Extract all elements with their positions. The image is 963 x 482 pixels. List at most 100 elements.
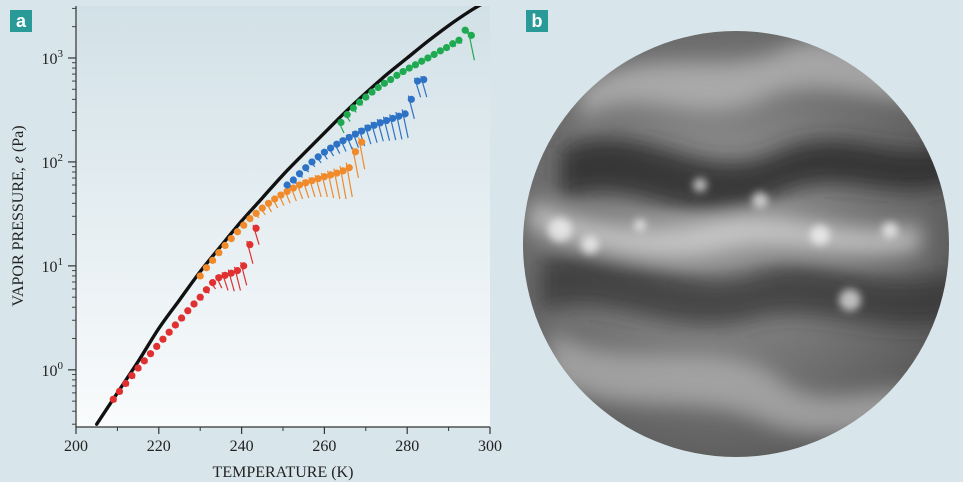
data-point-s1-15 <box>289 184 297 192</box>
data-point-s2-12 <box>358 127 366 135</box>
data-point-s2-9 <box>339 137 347 145</box>
panel-a-label: a <box>10 10 32 32</box>
data-point-s1-4 <box>221 241 229 250</box>
data-point-s1-25 <box>351 148 360 156</box>
y-tick-label-3: 103 <box>42 48 64 68</box>
data-point-s1-0 <box>196 272 204 280</box>
data-point-s2-3 <box>302 164 310 172</box>
data-point-s2-5 <box>314 153 322 161</box>
x-tick-label-1: 220 <box>147 438 171 455</box>
data-point-s0-3 <box>128 372 136 380</box>
data-point-s0-23 <box>252 224 260 232</box>
y-tick-label-0: 100 <box>42 360 64 380</box>
data-point-s2-14 <box>370 121 378 129</box>
data-point-s3-20 <box>461 26 469 34</box>
data-point-s1-24 <box>345 164 353 172</box>
data-point-s1-1 <box>202 264 211 272</box>
y-ticks: 100 101 102 103 <box>42 7 76 425</box>
data-point-s1-17 <box>302 179 310 187</box>
data-point-s0-1 <box>115 387 124 396</box>
panel-b-label: b <box>526 10 548 32</box>
data-point-s0-2 <box>122 379 130 388</box>
vapor-pressure-chart: 200 220 240 260 280 300 100 101 102 103 TEMPERAT… <box>10 6 502 481</box>
x-ticks: 200 220 240 260 280 300 <box>64 427 502 455</box>
data-point-s3-13 <box>418 57 426 65</box>
data-point-s3-2 <box>349 104 357 112</box>
data-point-s0-19 <box>227 269 235 277</box>
data-point-s0-5 <box>140 357 148 365</box>
data-point-s2-20 <box>407 95 415 103</box>
data-point-s0-20 <box>233 267 242 275</box>
y-axis-title-symbol: e <box>10 156 27 163</box>
data-point-s3-0 <box>337 118 345 126</box>
data-point-s2-2 <box>295 170 304 178</box>
data-point-s3-12 <box>411 61 420 69</box>
data-point-s0-16 <box>209 279 217 287</box>
data-point-s3-8 <box>387 75 395 84</box>
data-point-s1-8 <box>246 215 254 223</box>
data-point-s0-12 <box>184 307 192 315</box>
data-point-s3-3 <box>355 98 364 106</box>
data-point-s3-11 <box>405 64 413 72</box>
y-tick-label-1: 101 <box>42 256 64 276</box>
x-tick-label-2: 240 <box>230 438 254 455</box>
data-point-s3-19 <box>455 36 463 44</box>
data-point-s0-13 <box>190 300 198 308</box>
data-point-s1-9 <box>252 209 260 217</box>
data-point-s1-10 <box>258 204 266 212</box>
data-point-s1-7 <box>240 221 248 229</box>
data-point-s0-18 <box>221 271 229 279</box>
data-point-s0-14 <box>196 293 204 301</box>
data-point-s3-18 <box>449 40 457 48</box>
x-tick-label-5: 300 <box>478 438 502 455</box>
data-points <box>109 26 475 403</box>
y-axis-title: VAPOR PRESSURE, e (Pa) <box>10 125 27 306</box>
data-point-s2-4 <box>308 158 316 166</box>
data-point-s0-9 <box>165 328 173 336</box>
data-point-s1-19 <box>314 175 322 183</box>
data-point-s0-10 <box>171 321 179 329</box>
data-point-s2-11 <box>351 130 360 138</box>
data-point-s3-7 <box>380 79 389 87</box>
data-point-s1-23 <box>339 167 347 175</box>
data-point-s1-16 <box>295 181 304 189</box>
x-tick-label-0: 200 <box>64 438 88 455</box>
data-point-s0-7 <box>153 342 161 351</box>
x-tick-label-3: 260 <box>312 438 336 455</box>
x-axis-title: TEMPERATURE (K) <box>213 464 354 481</box>
data-point-s1-14 <box>283 187 291 196</box>
data-point-s2-0 <box>283 181 291 189</box>
data-point-s2-18 <box>395 112 403 120</box>
data-point-s2-1 <box>289 176 297 184</box>
data-point-s1-26 <box>358 138 366 146</box>
data-point-s2-17 <box>389 114 397 123</box>
data-point-s0-15 <box>202 286 211 294</box>
data-point-s0-11 <box>177 314 186 322</box>
data-point-s2-15 <box>376 119 384 127</box>
data-point-s1-22 <box>333 169 341 177</box>
data-point-s2-6 <box>320 148 328 156</box>
data-point-s0-8 <box>159 335 167 343</box>
data-point-s3-1 <box>343 111 351 119</box>
data-point-s2-7 <box>327 144 335 152</box>
data-point-s1-5 <box>227 234 235 243</box>
x-tick-label-4: 280 <box>395 438 419 455</box>
data-point-s2-19 <box>401 110 409 118</box>
y-axis-title-unit: (Pa) <box>10 125 27 156</box>
data-point-s1-18 <box>308 177 316 185</box>
data-point-s3-5 <box>368 88 376 96</box>
data-point-s1-11 <box>264 199 273 207</box>
earth-water-vapor-image <box>523 31 949 457</box>
data-point-s1-2 <box>209 256 217 264</box>
reference-curve <box>95 6 482 426</box>
data-point-s0-4 <box>134 364 142 372</box>
data-point-s1-6 <box>233 228 242 236</box>
data-point-s2-8 <box>333 140 341 148</box>
data-point-s3-15 <box>430 50 438 59</box>
data-point-s3-4 <box>362 93 370 101</box>
y-tick-label-2: 102 <box>42 152 64 172</box>
curve-layer <box>95 6 482 426</box>
data-point-s1-3 <box>215 249 223 257</box>
data-point-s0-21 <box>240 262 248 270</box>
data-point-s1-20 <box>320 173 328 181</box>
